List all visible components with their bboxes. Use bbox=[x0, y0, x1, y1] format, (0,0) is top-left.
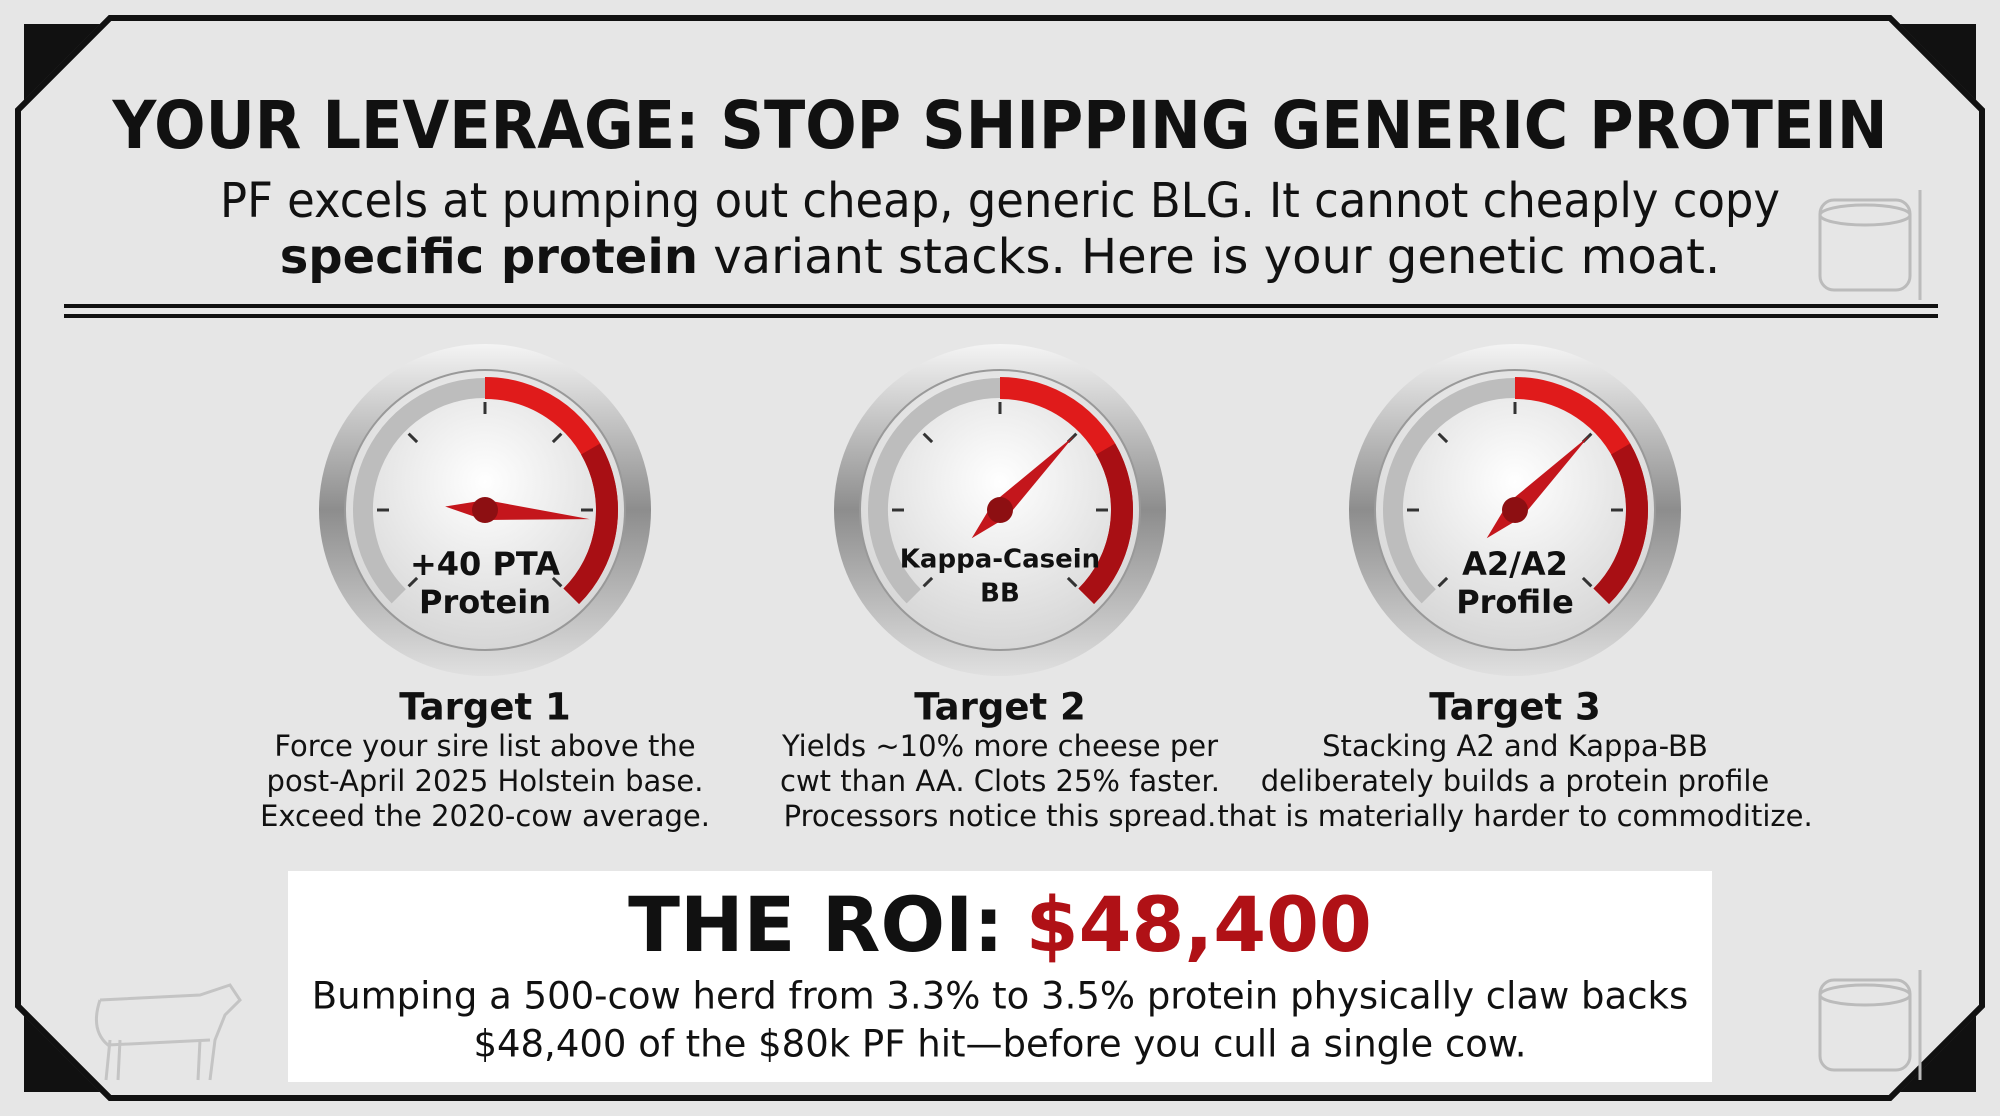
gauge-label: Kappa-Casein bbox=[900, 545, 1100, 575]
gauge-red-dark bbox=[563, 443, 618, 605]
gauge-track bbox=[1383, 378, 1516, 604]
gauge bbox=[1349, 344, 1681, 676]
subtitle-bold: specific protein bbox=[280, 229, 698, 285]
target-text: Yields ~10% more cheese per bbox=[781, 729, 1218, 763]
gauge-tick bbox=[551, 576, 563, 588]
gauge-tick bbox=[551, 432, 563, 444]
target-title: Target 3 bbox=[1429, 686, 1601, 729]
gauge bbox=[319, 344, 651, 676]
subtitle: specific protein variant stacks. Here is… bbox=[280, 229, 1721, 285]
target-title: Target 1 bbox=[399, 686, 571, 729]
subtitle: PF excels at pumping out cheap, generic … bbox=[220, 173, 1780, 229]
target-text: Stacking A2 and Kappa-BB bbox=[1322, 729, 1708, 763]
gauge-tick bbox=[407, 432, 419, 444]
target-text: deliberately builds a protein profile bbox=[1261, 764, 1770, 798]
gauge-hub bbox=[472, 497, 498, 523]
gauge-tick bbox=[1437, 576, 1449, 588]
gauge-label: BB bbox=[980, 579, 1020, 609]
target-text: Exceed the 2020-cow average. bbox=[260, 799, 710, 833]
corner bbox=[1900, 24, 1976, 100]
gauge-tick bbox=[1066, 576, 1078, 588]
gauge-tick bbox=[1437, 432, 1449, 444]
target-text: Processors notice this spread. bbox=[784, 799, 1217, 833]
roi-amount: $48,400 bbox=[1026, 880, 1372, 969]
gauge-label: Protein bbox=[419, 583, 551, 621]
cow-icon bbox=[94, 983, 242, 1081]
gauge-red-dark bbox=[1078, 443, 1133, 605]
corner bbox=[24, 1016, 100, 1092]
gauge-tick bbox=[922, 432, 934, 444]
gauge-hub bbox=[987, 497, 1013, 523]
gauge-tick bbox=[407, 576, 419, 588]
target-text: that is materially harder to commoditize… bbox=[1217, 799, 1812, 833]
gauge bbox=[834, 344, 1166, 676]
roi-box bbox=[288, 871, 1712, 1082]
roi-label: THE ROI: bbox=[628, 880, 1004, 969]
title: YOUR LEVERAGE: STOP SHIPPING GENERIC PRO… bbox=[112, 87, 1888, 164]
gauge-track bbox=[353, 378, 486, 604]
frame bbox=[15, 15, 1985, 1101]
target-text: post-April 2025 Holstein base. bbox=[267, 764, 704, 798]
gauge-tick bbox=[1581, 576, 1593, 588]
gauge-track bbox=[868, 378, 1001, 604]
target-title: Target 2 bbox=[914, 686, 1086, 729]
roi-text: $48,400 of the $80k PF hit—before you cu… bbox=[473, 1023, 1526, 1066]
target-text: Force your sire list above the bbox=[274, 729, 695, 763]
gauge-label: A2/A2 bbox=[1462, 545, 1568, 583]
gauge-red-dark bbox=[1593, 443, 1648, 605]
gauge-hub bbox=[1502, 497, 1528, 523]
subtitle-rest: variant stacks. Here is your genetic moa… bbox=[698, 229, 1720, 285]
tank-icon bbox=[1818, 190, 1922, 1080]
roi-text: Bumping a 500-cow herd from 3.3% to 3.5%… bbox=[312, 975, 1689, 1018]
roi-title: THE ROI: $48,400 bbox=[628, 880, 1372, 969]
corner bbox=[24, 24, 100, 100]
gauge-label: Profile bbox=[1456, 583, 1574, 621]
gauge-tick bbox=[922, 576, 934, 588]
gauge-label: +40 PTA bbox=[410, 545, 560, 583]
target-text: cwt than AA. Clots 25% faster. bbox=[780, 764, 1220, 798]
